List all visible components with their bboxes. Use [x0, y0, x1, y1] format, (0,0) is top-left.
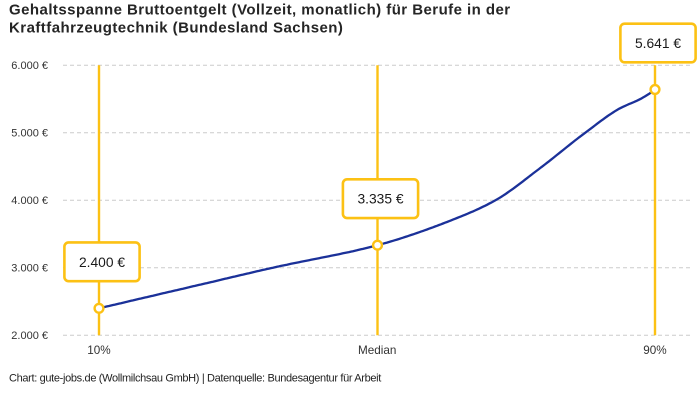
svg-text:5.000 €: 5.000 € — [11, 128, 48, 140]
svg-text:6.000 €: 6.000 € — [11, 60, 48, 72]
svg-text:2.400 €: 2.400 € — [79, 255, 125, 270]
svg-text:2.000 €: 2.000 € — [11, 330, 48, 342]
svg-text:3.335 €: 3.335 € — [357, 192, 403, 207]
svg-text:Median: Median — [358, 344, 396, 357]
svg-text:Kraftfahrzeugtechnik (Bundesla: Kraftfahrzeugtechnik (Bundesland Sachsen… — [9, 20, 343, 37]
svg-text:Chart: gute-jobs.de (Wollmilch: Chart: gute-jobs.de (Wollmilchsau GmbH) … — [9, 373, 381, 385]
svg-text:10%: 10% — [87, 344, 110, 357]
svg-text:3.000 €: 3.000 € — [11, 263, 48, 275]
svg-text:Gehaltsspanne Bruttoentgelt (V: Gehaltsspanne Bruttoentgelt (Vollzeit, m… — [9, 2, 511, 19]
svg-text:4.000 €: 4.000 € — [11, 195, 48, 207]
svg-text:90%: 90% — [643, 344, 666, 357]
svg-text:5.641 €: 5.641 € — [635, 36, 681, 51]
